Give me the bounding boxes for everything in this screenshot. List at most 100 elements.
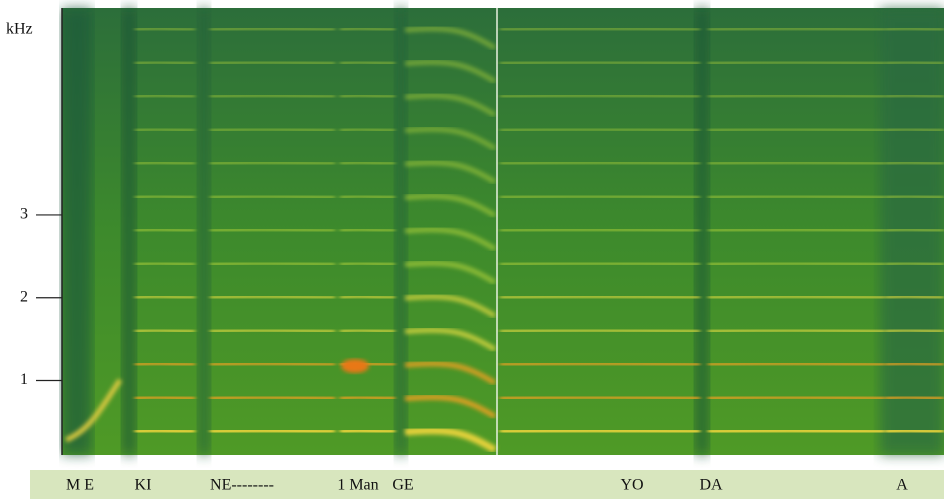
harmonic: [884, 426, 944, 436]
harmonic: [209, 92, 336, 100]
harmonic: [209, 360, 336, 368]
harmonic: [499, 92, 701, 100]
texture: [198, 8, 210, 455]
harmonic: [134, 159, 196, 167]
harmonic: [707, 426, 886, 436]
harmonic: [341, 359, 369, 373]
harmonic: [339, 394, 396, 401]
harmonic: [209, 394, 336, 401]
harmonic: [339, 193, 396, 200]
harmonic: [134, 360, 196, 368]
y-axis-label: kHz: [6, 21, 33, 38]
harmonic: [134, 394, 196, 401]
harmonic: [707, 360, 886, 368]
harmonic: [884, 327, 944, 334]
harmonic: [884, 59, 944, 66]
harmonic: [209, 193, 336, 200]
harmonic: [64, 378, 123, 443]
harmonic: [209, 25, 336, 33]
y-tick-label: 3: [20, 206, 28, 223]
texture: [122, 8, 136, 455]
y-tick-label: 2: [20, 288, 28, 305]
harmonic: [404, 427, 497, 454]
harmonic: [404, 126, 497, 151]
harmonic: [209, 226, 336, 234]
harmonic: [209, 59, 336, 66]
syllable-label: NE--------: [210, 477, 274, 494]
harmonic: [134, 426, 196, 436]
harmonic: [339, 260, 396, 267]
harmonic: [884, 394, 944, 401]
syllable-label: A: [896, 477, 908, 494]
texture: [62, 8, 92, 455]
harmonic: [707, 394, 886, 401]
harmonic: [339, 226, 396, 234]
syllable-label: 1 Man: [337, 477, 378, 494]
harmonic: [499, 360, 701, 368]
harmonic: [134, 193, 196, 200]
harmonic: [209, 293, 336, 301]
harmonic: [339, 293, 396, 301]
harmonic: [134, 293, 196, 301]
syllable-label: KI: [135, 477, 152, 494]
harmonic: [209, 426, 336, 436]
harmonic: [404, 160, 497, 185]
harmonic: [499, 260, 701, 267]
harmonic: [209, 159, 336, 167]
harmonic: [404, 59, 497, 84]
harmonic: [209, 126, 336, 133]
harmonic: [134, 327, 196, 334]
harmonic: [404, 394, 497, 419]
harmonic: [339, 126, 396, 133]
harmonic: [404, 227, 497, 252]
harmonic: [209, 327, 336, 334]
harmonic: [884, 92, 944, 100]
harmonic: [499, 226, 701, 234]
harmonic: [884, 126, 944, 133]
harmonic: [707, 59, 886, 66]
y-tick-label: 1: [20, 371, 28, 388]
spectrogram: [62, 8, 944, 455]
harmonic: [707, 260, 886, 267]
harmonic: [339, 426, 396, 436]
harmonic: [134, 92, 196, 100]
harmonic: [499, 327, 701, 334]
harmonic: [884, 159, 944, 167]
harmonic: [707, 126, 886, 133]
label-strip: [30, 470, 944, 499]
harmonic: [499, 193, 701, 200]
harmonic: [707, 327, 886, 334]
harmonic: [404, 93, 497, 118]
texture: [395, 8, 407, 455]
harmonic: [134, 260, 196, 267]
harmonic: [884, 360, 944, 368]
harmonic: [707, 293, 886, 301]
harmonic: [499, 394, 701, 401]
syllable-label: GE: [392, 477, 413, 494]
harmonic: [209, 260, 336, 267]
harmonic: [499, 59, 701, 66]
harmonic: [339, 159, 396, 167]
syllable-label: YO: [620, 477, 643, 494]
harmonic: [404, 260, 497, 285]
harmonic: [707, 226, 886, 234]
harmonic: [134, 59, 196, 66]
harmonic: [884, 25, 944, 33]
harmonic: [884, 226, 944, 234]
harmonic: [499, 293, 701, 301]
harmonic: [134, 126, 196, 133]
harmonic: [499, 159, 701, 167]
syllable-label: DA: [699, 477, 723, 494]
harmonic: [404, 26, 497, 51]
texture: [695, 8, 709, 455]
syllable-label: M E: [66, 477, 94, 494]
harmonic: [884, 193, 944, 200]
harmonic: [134, 25, 196, 33]
harmonic: [707, 159, 886, 167]
harmonic: [499, 426, 701, 436]
harmonic: [339, 59, 396, 66]
harmonic: [339, 327, 396, 334]
harmonic: [884, 260, 944, 267]
harmonic: [707, 193, 886, 200]
